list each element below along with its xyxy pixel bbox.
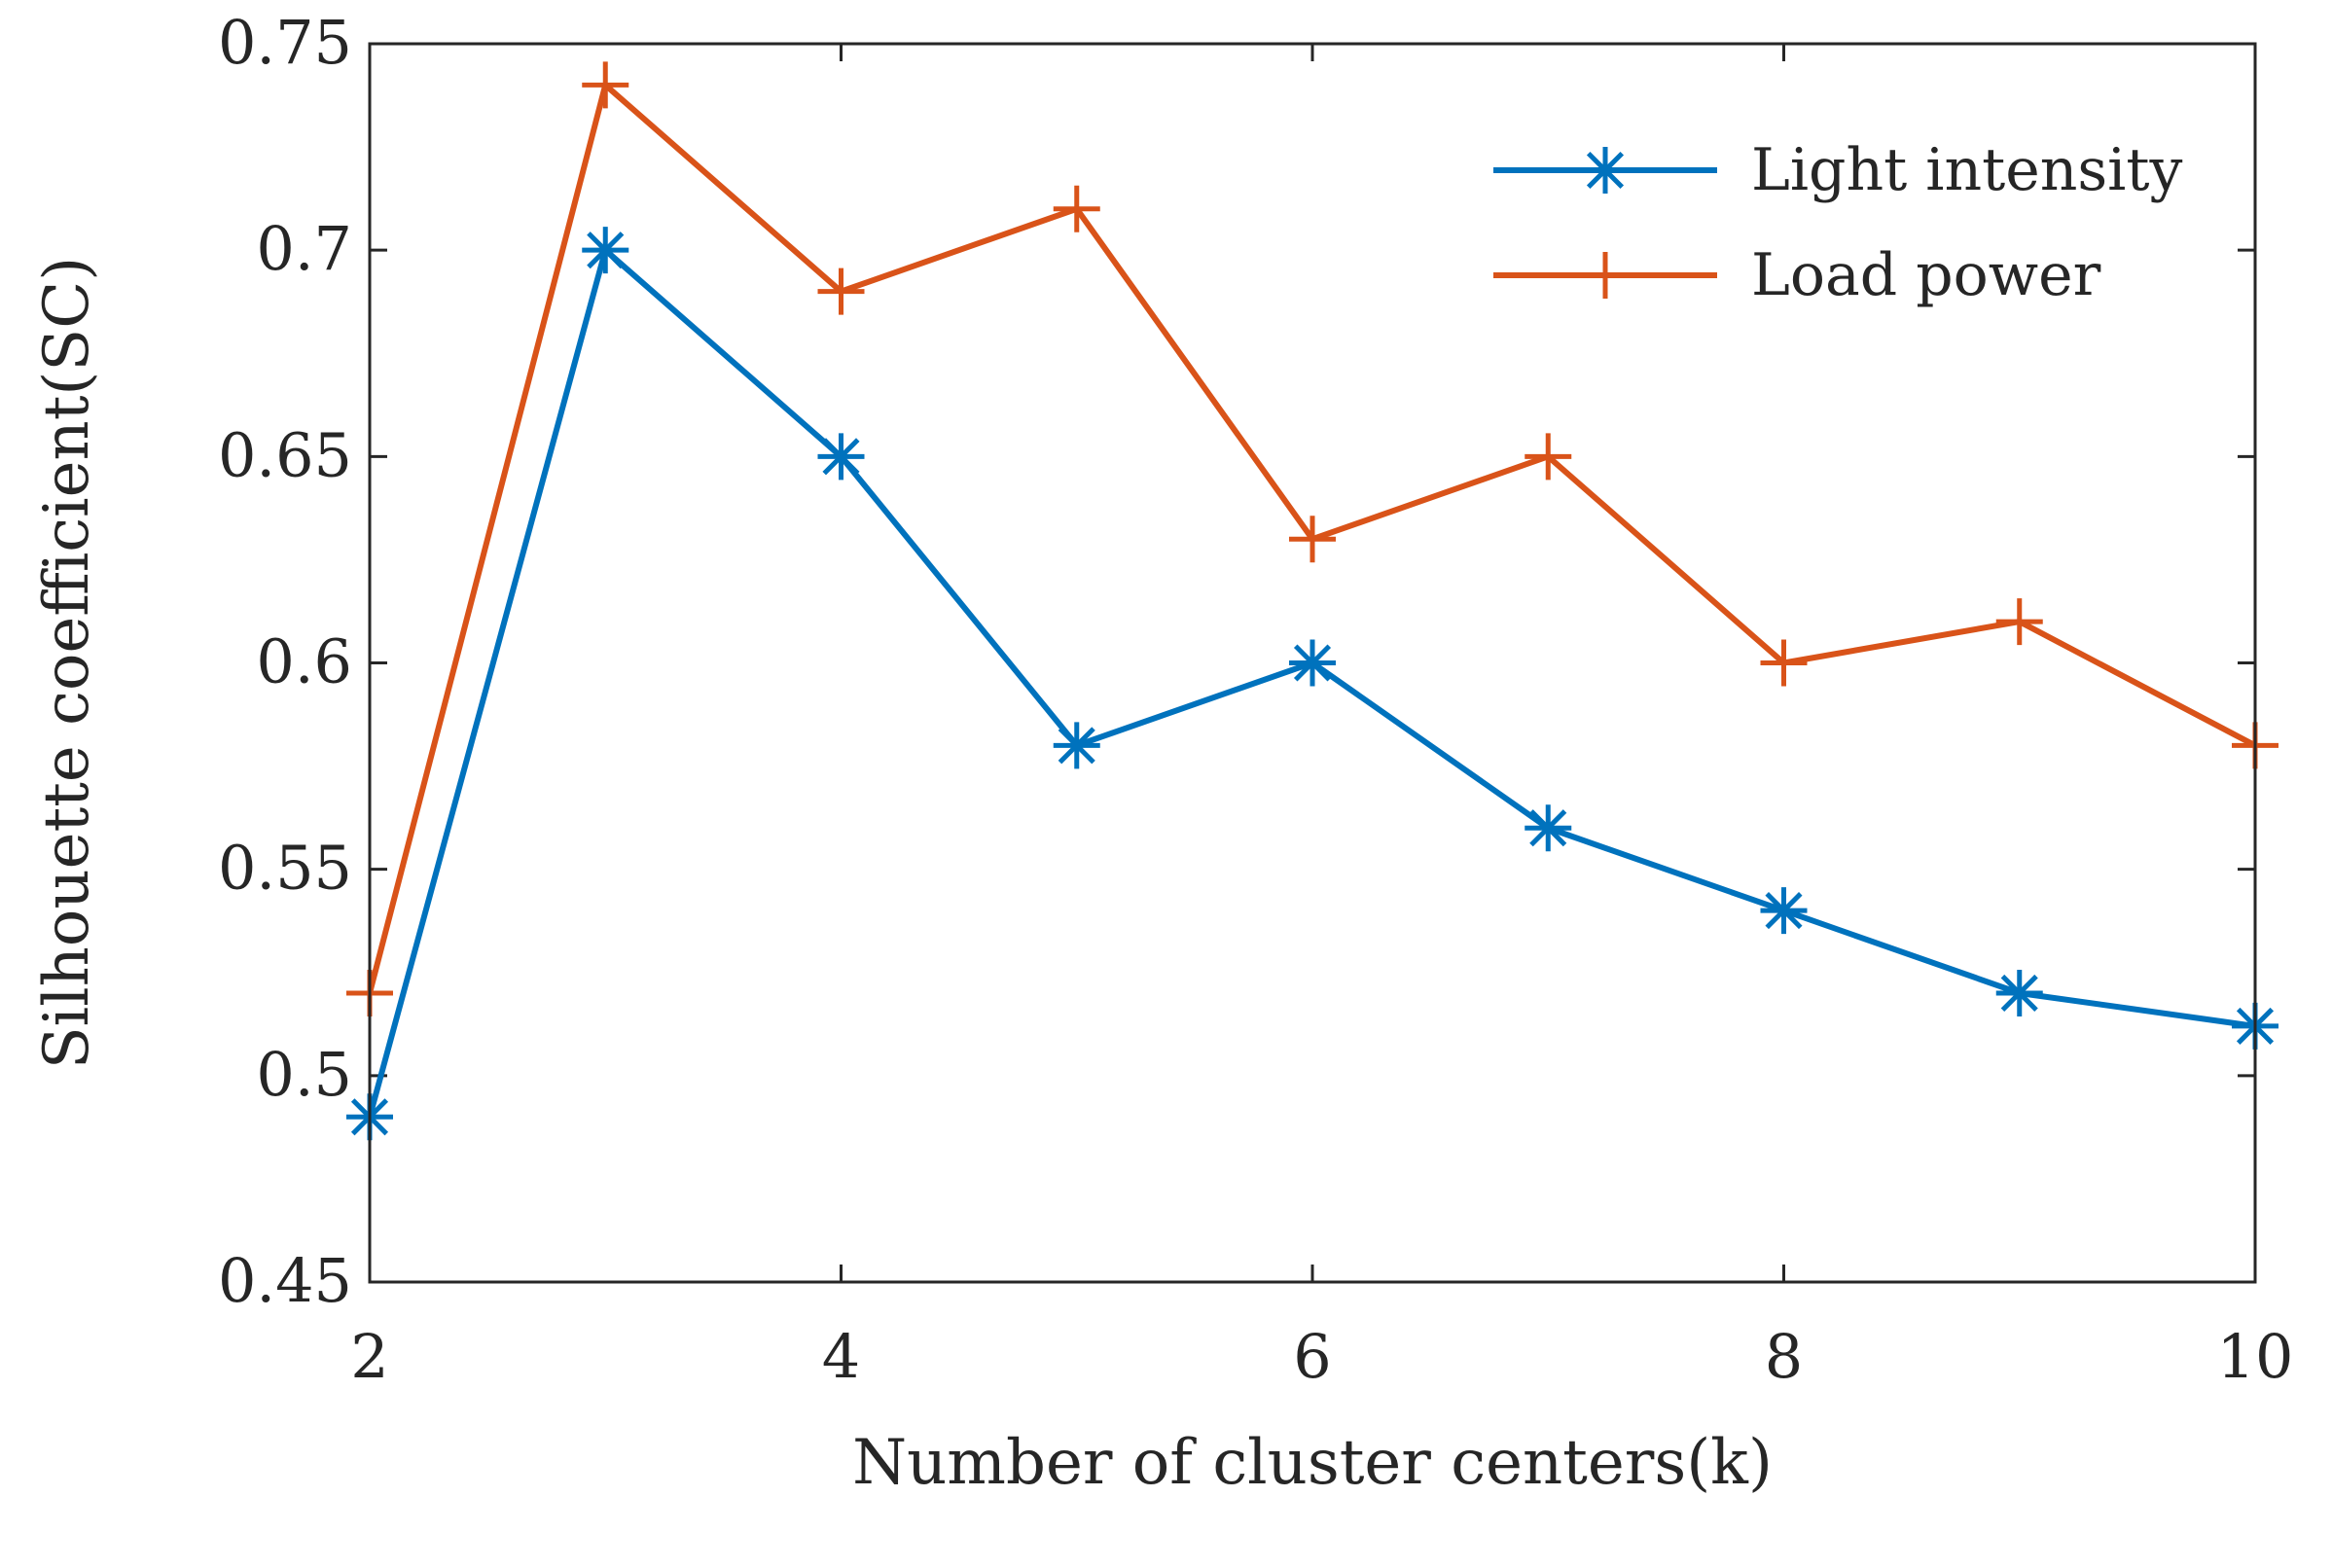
legend-marker <box>1582 252 1629 299</box>
y-tick-label: 0.55 <box>218 833 352 904</box>
x-tick-label: 10 <box>2217 1321 2294 1392</box>
marker-stroke <box>1586 151 1625 190</box>
x-tick-labels: 2 4 6 8 10 <box>350 1321 2293 1392</box>
x-tick-label: 8 <box>1765 1321 1803 1392</box>
plot-frame <box>368 42 2257 1284</box>
data-point <box>817 267 865 315</box>
marker-stroke <box>1293 644 1332 682</box>
marker-stroke <box>2000 974 2038 1013</box>
legend-marker <box>1582 147 1629 194</box>
legend-item: Load power <box>1493 241 2101 309</box>
data-point <box>1525 433 1572 481</box>
y-tick-label: 0.45 <box>218 1245 352 1316</box>
data-point <box>1053 722 1100 769</box>
marker-stroke <box>587 232 625 269</box>
marker-stroke <box>1529 809 1567 847</box>
data-point <box>1760 887 1808 935</box>
y-tick-label: 0.75 <box>218 7 352 78</box>
series-load-power <box>346 61 2278 1016</box>
data-point <box>582 227 629 274</box>
data-point <box>1289 516 1336 563</box>
series-light-intensity <box>346 227 2278 1141</box>
data-point <box>1995 969 2043 1016</box>
x-tick-label: 4 <box>822 1321 860 1392</box>
data-point <box>817 433 865 481</box>
data-point <box>582 61 629 109</box>
data-point <box>1289 639 1336 687</box>
legend-label: Load power <box>1751 241 2101 309</box>
marker-stroke <box>1058 727 1095 765</box>
series-layer <box>346 61 2278 1141</box>
data-point <box>1525 804 1572 852</box>
x-axis-title: Number of cluster centers(k) <box>852 1427 1773 1499</box>
x-tick-label: 6 <box>1293 1321 1331 1392</box>
legend-label: Light intensity <box>1751 136 2182 204</box>
y-tick-labels: 0.45 0.5 0.55 0.6 0.65 0.7 0.75 <box>218 7 352 1316</box>
x-tick-label: 2 <box>350 1321 388 1392</box>
legend-item: Light intensity <box>1493 136 2182 204</box>
data-point <box>1053 185 1100 232</box>
marker-stroke <box>822 438 860 476</box>
data-point <box>1760 639 1808 687</box>
data-point <box>1995 598 2043 646</box>
marker-stroke <box>1765 892 1803 930</box>
y-tick-label: 0.7 <box>256 213 352 284</box>
y-tick-label: 0.65 <box>218 419 352 490</box>
y-axis-title: Silhouette coefficient(SC) <box>31 257 103 1069</box>
y-tick-label: 0.6 <box>256 626 352 697</box>
legend: Light intensity Load power <box>1493 136 2182 309</box>
y-tick-label: 0.5 <box>256 1039 352 1110</box>
